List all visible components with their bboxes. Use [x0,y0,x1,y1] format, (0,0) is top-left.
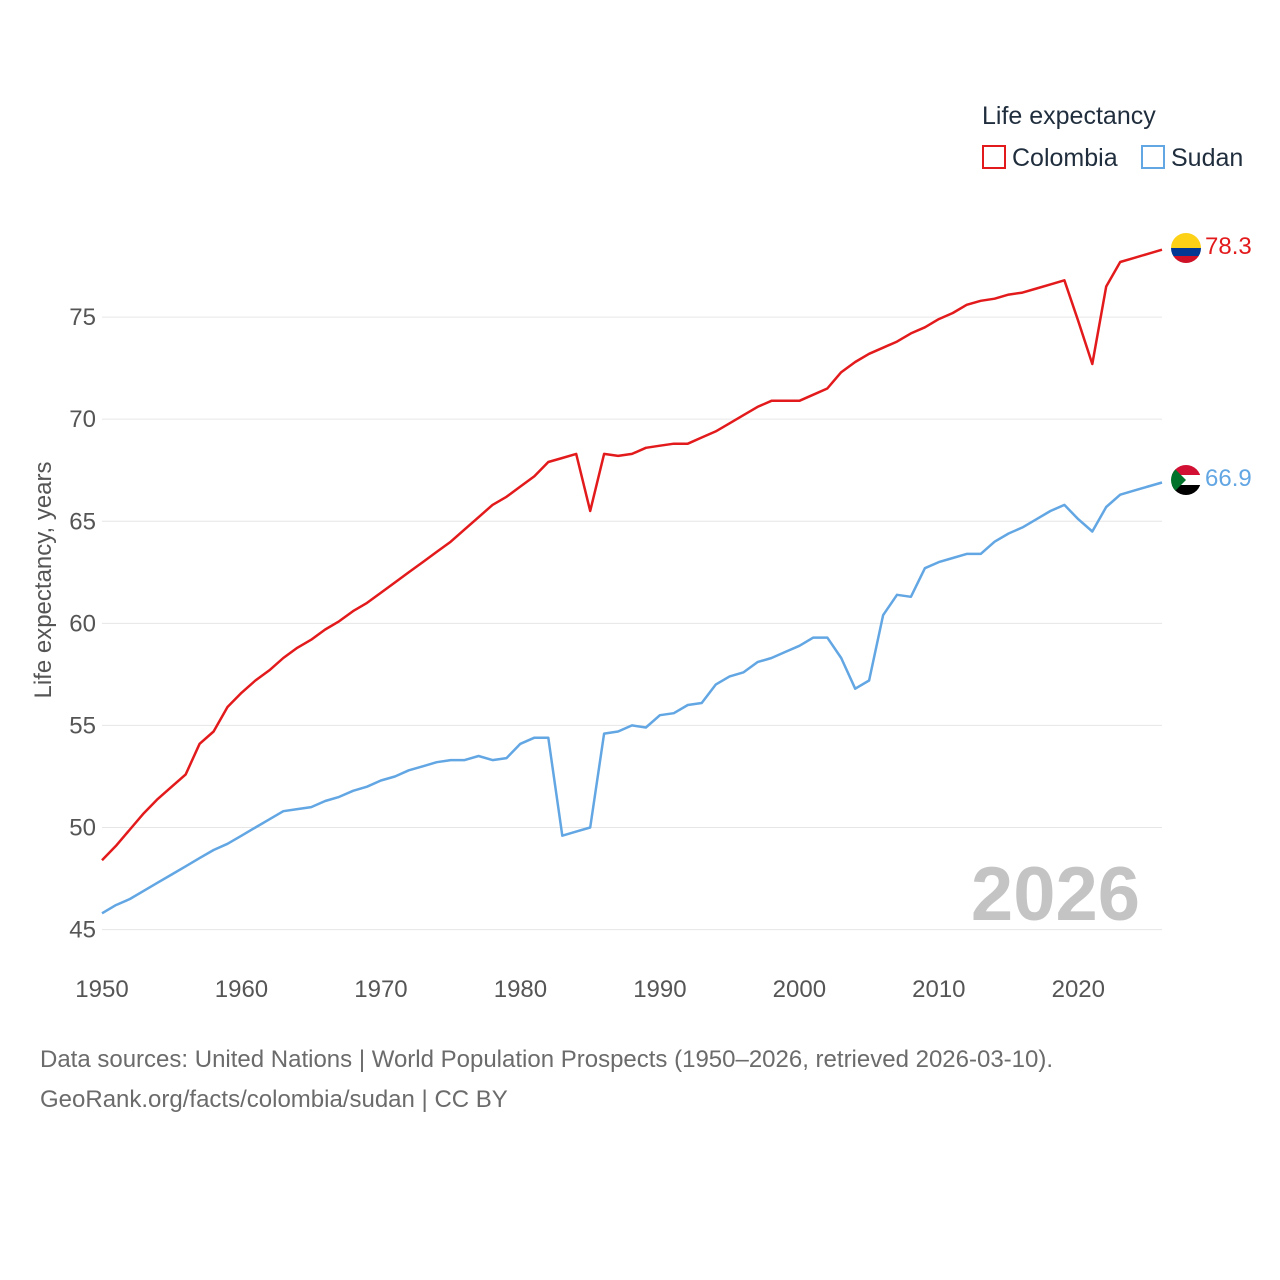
y-tick-label-55: 55 [69,712,96,739]
x-tick-label-1990: 1990 [633,976,686,1003]
end-label-colombia: 78.3 [1205,233,1252,260]
x-tick-label-1980: 1980 [494,976,547,1003]
sudan-flag-icon [1171,465,1201,495]
colombia-flag-icon [1171,233,1201,263]
y-tick-label-45: 45 [69,917,96,944]
legend-title: Life expectancy [982,102,1156,130]
life-expectancy-chart: 45 50 55 60 65 70 75 1950 1960 1970 1980 1990 2000 2… [30,102,1252,1003]
y-tick-label-65: 65 [69,508,96,535]
x-tick-label-2010: 2010 [912,976,965,1003]
y-axis: 45 50 55 60 65 70 75 [69,304,96,944]
x-tick-label-2000: 2000 [773,976,826,1003]
x-tick-label-1950: 1950 [75,976,128,1003]
legend-label-sudan: Sudan [1171,144,1243,172]
y-tick-label-50: 50 [69,815,96,842]
series-line-colombia [101,248,1163,862]
series-line-sudan [101,481,1163,915]
x-tick-label-2020: 2020 [1052,976,1105,1003]
y-tick-label-75: 75 [69,304,96,331]
x-axis: 1950 1960 1970 1980 1990 2000 2010 2020 [75,976,1105,1003]
y-axis-title: Life expectancy, years [30,461,57,698]
grid-lines [102,316,1162,931]
legend: Life expectancy Colombia Sudan [982,102,1243,172]
credit-link[interactable]: GeoRank.org/facts/colombia/sudan | CC BY [40,1086,508,1113]
legend-label-colombia: Colombia [1012,144,1118,172]
series-layer [101,248,1163,915]
legend-item-colombia[interactable]: Colombia [982,144,1118,172]
data-sources-note: Data sources: United Nations | World Pop… [40,1046,1054,1073]
y-tick-label-60: 60 [69,610,96,637]
end-label-sudan: 66.9 [1205,465,1252,492]
footer: Data sources: United Nations | World Pop… [40,1040,1053,1120]
year-watermark: 2026 [971,852,1140,937]
legend-swatch-colombia [982,145,1006,169]
y-tick-label-70: 70 [69,406,96,433]
x-tick-label-1960: 1960 [215,976,268,1003]
legend-swatch-sudan [1141,145,1165,169]
legend-item-sudan[interactable]: Sudan [1141,144,1243,172]
x-tick-label-1970: 1970 [354,976,407,1003]
